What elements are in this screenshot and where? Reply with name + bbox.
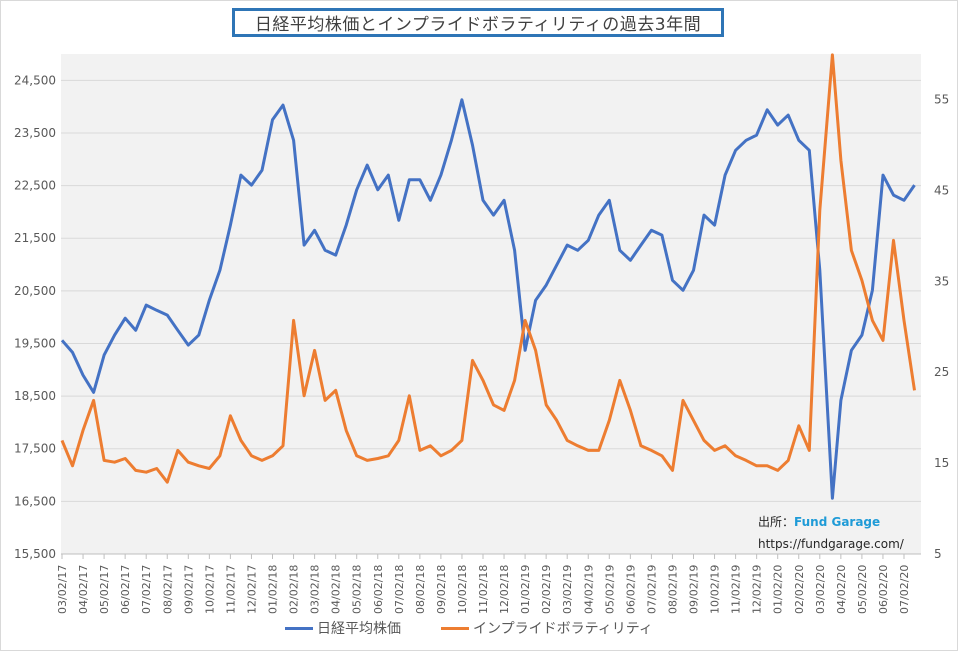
x-tick-label: 02/02/18 (288, 565, 301, 614)
x-tick-label: 11/02/19 (730, 565, 743, 614)
x-tick-label: 05/02/20 (856, 565, 869, 614)
x-tick-label: 08/02/19 (666, 565, 679, 614)
y-left-tick-label: 20,500 (14, 284, 56, 298)
x-tick-label: 03/02/19 (561, 565, 574, 614)
x-tick-label: 09/02/19 (688, 565, 701, 614)
series-lines (60, 53, 916, 500)
x-tick-label: 06/02/17 (119, 565, 132, 614)
x-tick-label: 10/02/19 (709, 565, 722, 614)
x-tick-label: 08/02/18 (414, 565, 427, 614)
legend: 日経平均株価 インプライドボラティリティ (285, 618, 693, 638)
x-tick-label: 10/02/18 (456, 565, 469, 614)
legend-item-iv: インプライドボラティリティ (441, 618, 653, 638)
x-tick-label: 04/02/18 (330, 565, 343, 614)
source-label: 出所： (758, 515, 795, 529)
y-right-tick-label: 15 (934, 456, 949, 470)
x-tick-label: 04/02/20 (835, 565, 848, 614)
x-tick-label: 01/02/18 (267, 565, 280, 614)
x-tick-label: 05/02/17 (98, 565, 111, 614)
x-tick-label: 12/02/19 (751, 565, 764, 614)
x-tick-label: 03/02/20 (814, 565, 827, 614)
y-right-tick-label: 25 (934, 365, 949, 379)
chart-title: 日経平均株価とインプライドボラティリティの過去3年間 (232, 8, 724, 37)
x-tick-label: 05/02/18 (351, 565, 364, 614)
legend-item-nikkei: 日経平均株価 (285, 618, 401, 638)
x-tick-label: 12/02/18 (498, 565, 511, 614)
y-left-tick-label: 15,500 (14, 547, 56, 561)
series-line-iv (60, 53, 916, 484)
x-tick-label: 02/02/19 (540, 565, 553, 614)
x-axis: 03/02/17 04/02/17 05/02/17 06/02/17 07/02/17… (56, 553, 921, 614)
source-note: 出所：Fund Garage https://fundgarage.com/ (758, 511, 904, 555)
legend-swatch-nikkei (285, 626, 313, 630)
x-tick-label: 06/02/20 (877, 565, 890, 614)
y-right-tick-label: 55 (934, 92, 949, 106)
source-brand: Fund Garage (794, 515, 881, 529)
legend-swatch-iv (441, 626, 469, 630)
y-left-tick-label: 17,500 (14, 442, 56, 456)
x-tick-label: 09/02/17 (182, 565, 195, 614)
x-tick-label: 06/02/18 (372, 565, 385, 614)
x-tick-label: 07/02/18 (393, 565, 406, 614)
y-right-tick-label: 5 (934, 547, 942, 561)
y-left-tick-label: 19,500 (14, 336, 56, 350)
y-left-tick-label: 21,500 (14, 231, 56, 245)
x-tick-label: 09/02/18 (435, 565, 448, 614)
x-tick-label: 11/02/17 (224, 565, 237, 614)
x-tick-label: 07/02/20 (898, 565, 911, 614)
x-tick-label: 12/02/17 (245, 565, 258, 614)
y-right-tick-label: 45 (934, 183, 949, 197)
plot-area (61, 54, 921, 554)
x-tick-label: 03/02/17 (56, 565, 69, 614)
y-left-tick-label: 16,500 (14, 494, 56, 508)
y-left-tick-label: 18,500 (14, 389, 56, 403)
x-tick-label: 08/02/17 (161, 565, 174, 614)
x-tick-label: 04/02/17 (77, 565, 90, 614)
x-tick-label: 10/02/17 (203, 565, 216, 614)
x-tick-label: 05/02/19 (603, 565, 616, 614)
x-tick-label: 02/02/20 (793, 565, 806, 614)
x-tick-label: 03/02/18 (309, 565, 322, 614)
y-left-tick-label: 23,500 (14, 126, 56, 140)
y-left-tick-label: 24,500 (14, 73, 56, 87)
x-tick-label: 01/02/19 (519, 565, 532, 614)
source-url: https://fundgarage.com/ (758, 537, 904, 551)
y-axis-right: 5 15 25 35 45 55 (934, 92, 949, 561)
x-tick-label: 07/02/17 (140, 565, 153, 614)
x-tick-label: 01/02/20 (772, 565, 785, 614)
y-left-tick-label: 22,500 (14, 179, 56, 193)
x-tick-label: 04/02/19 (582, 565, 595, 614)
legend-label-iv: インプライドボラティリティ (473, 621, 653, 637)
series-line-nikkei (60, 98, 916, 500)
legend-label-nikkei: 日経平均株価 (317, 621, 401, 637)
y-axis-left: 15,500 16,500 17,500 18,500 19,500 20,500 21,5… (14, 73, 56, 561)
y-right-tick-label: 35 (934, 274, 949, 288)
x-tick-label: 07/02/19 (645, 565, 658, 614)
x-tick-label: 06/02/19 (624, 565, 637, 614)
x-tick-label: 11/02/18 (477, 565, 490, 614)
